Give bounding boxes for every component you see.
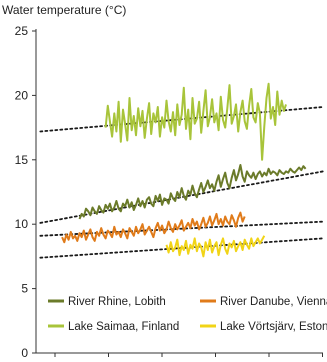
- axes: 0 5 10 15 20 25: [15, 24, 323, 360]
- trendline: [39, 220, 324, 237]
- y-tick-label: 0: [21, 346, 28, 360]
- y-tick-label: 20: [15, 88, 29, 102]
- legend-label: Lake Saimaa, Finland: [68, 321, 179, 333]
- series-line-3: [165, 235, 266, 258]
- series-lines: [61, 82, 307, 258]
- legend-label: River Rhine, Lobith: [68, 296, 166, 308]
- legend-label: Lake Vörtsjärv, Estonia: [220, 321, 327, 333]
- legend: River Rhine, Lobith River Danube, Vienna L…: [48, 296, 327, 333]
- y-tick-label: 5: [21, 282, 28, 296]
- series-line-2: [104, 82, 287, 161]
- y-tick-label: 25: [15, 24, 29, 38]
- series-line-1: [61, 211, 246, 244]
- trendline: [39, 170, 324, 224]
- y-tick-label: 10: [15, 217, 29, 231]
- y-tick-label: 15: [15, 153, 29, 167]
- legend-label: River Danube, Vienna: [220, 296, 327, 308]
- chart-title: Water temperature (°C): [2, 3, 126, 17]
- series-line-0: [78, 164, 307, 220]
